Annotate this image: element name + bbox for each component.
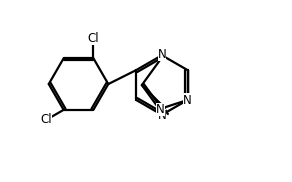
Text: Cl: Cl <box>41 113 52 126</box>
Text: N: N <box>156 103 165 116</box>
Text: N: N <box>157 48 166 61</box>
Text: Cl: Cl <box>88 32 99 45</box>
Text: N: N <box>183 94 192 107</box>
Text: N: N <box>157 109 166 122</box>
Text: N: N <box>184 93 192 106</box>
